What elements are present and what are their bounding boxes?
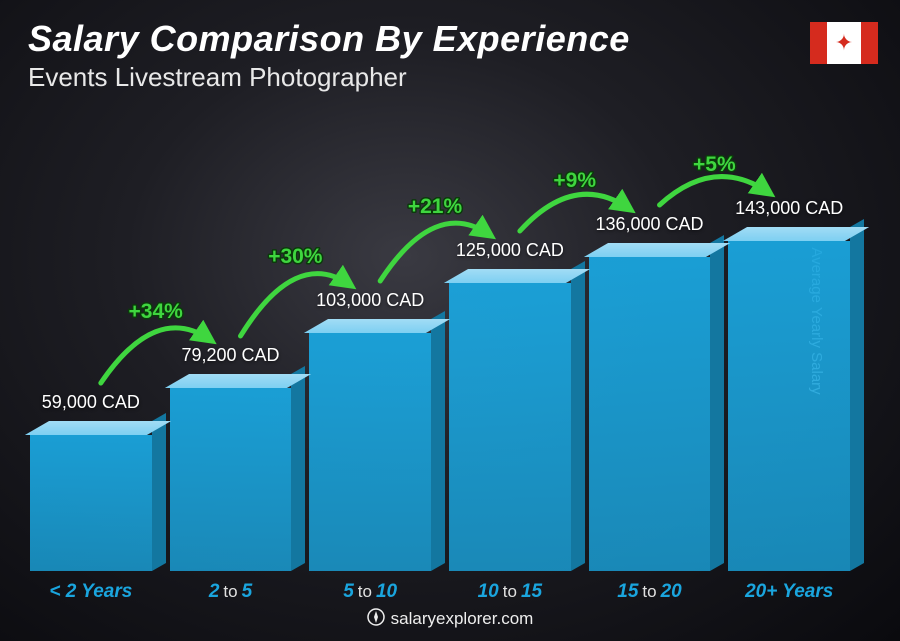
growth-pct-label: +9% — [553, 169, 596, 192]
maple-leaf-icon: ✦ — [835, 32, 853, 54]
bar-side-face — [431, 311, 445, 571]
bar-front-face — [589, 257, 711, 571]
bar-value-label: 103,000 CAD — [316, 290, 424, 311]
chart-subtitle: Events Livestream Photographer — [28, 62, 630, 93]
bar-front-face — [30, 435, 152, 571]
bar-top-face — [723, 227, 869, 241]
bar-0: 59,000 CAD< 2 Years — [30, 392, 152, 571]
flag-canada: ✦ — [810, 22, 878, 64]
category-label: 5to10 — [343, 581, 397, 603]
bar-side-face — [710, 235, 724, 571]
bar-value-label: 143,000 CAD — [735, 198, 843, 219]
bar-5: 143,000 CAD20+ Years — [728, 198, 850, 571]
bar-body — [30, 421, 152, 571]
category-label: < 2 Years — [49, 581, 132, 603]
bar-2: 103,000 CAD5to10 — [309, 290, 431, 571]
growth-pct-label: +30% — [268, 245, 323, 268]
growth-pct-label: +34% — [129, 300, 184, 323]
flag-band-right — [861, 22, 878, 64]
bar-3: 125,000 CAD10to15 — [449, 240, 571, 571]
bar-body — [309, 319, 431, 571]
category-label: 15to20 — [617, 581, 681, 603]
compass-icon — [367, 608, 385, 626]
bar-4: 136,000 CAD15to20 — [589, 214, 711, 571]
category-label: 20+ Years — [745, 581, 833, 603]
header: Salary Comparison By Experience Events L… — [28, 18, 630, 93]
bar-body — [728, 227, 850, 571]
bar-value-label: 79,200 CAD — [181, 345, 279, 366]
bar-body — [170, 374, 292, 571]
bar-side-face — [850, 219, 864, 571]
bar-front-face — [728, 241, 850, 571]
bar-value-label: 136,000 CAD — [595, 214, 703, 235]
bar-value-label: 59,000 CAD — [42, 392, 140, 413]
bar-side-face — [152, 413, 166, 571]
bar-top-face — [584, 243, 730, 257]
category-label: 2to5 — [209, 581, 252, 603]
growth-pct-label: +21% — [408, 195, 463, 218]
bar-side-face — [571, 261, 585, 571]
chart-title: Salary Comparison By Experience — [28, 18, 630, 60]
bar-side-face — [291, 366, 305, 571]
bar-top-face — [25, 421, 171, 435]
bar-top-face — [165, 374, 311, 388]
footer-site: salaryexplorer.com — [391, 609, 534, 628]
bar-body — [589, 243, 711, 571]
bar-1: 79,200 CAD2to5 — [170, 345, 292, 571]
bar-front-face — [170, 388, 292, 571]
bar-front-face — [449, 283, 571, 571]
growth-pct-label: +5% — [693, 153, 736, 176]
bar-body — [449, 269, 571, 571]
bar-top-face — [444, 269, 590, 283]
bar-front-face — [309, 333, 431, 571]
footer: salaryexplorer.com — [0, 608, 900, 629]
bar-top-face — [304, 319, 450, 333]
bar-value-label: 125,000 CAD — [456, 240, 564, 261]
category-label: 10to15 — [478, 581, 542, 603]
flag-band-left — [810, 22, 827, 64]
flag-mid: ✦ — [827, 22, 861, 64]
bar-chart: 59,000 CAD< 2 Years79,200 CAD2to5103,000… — [30, 101, 850, 571]
